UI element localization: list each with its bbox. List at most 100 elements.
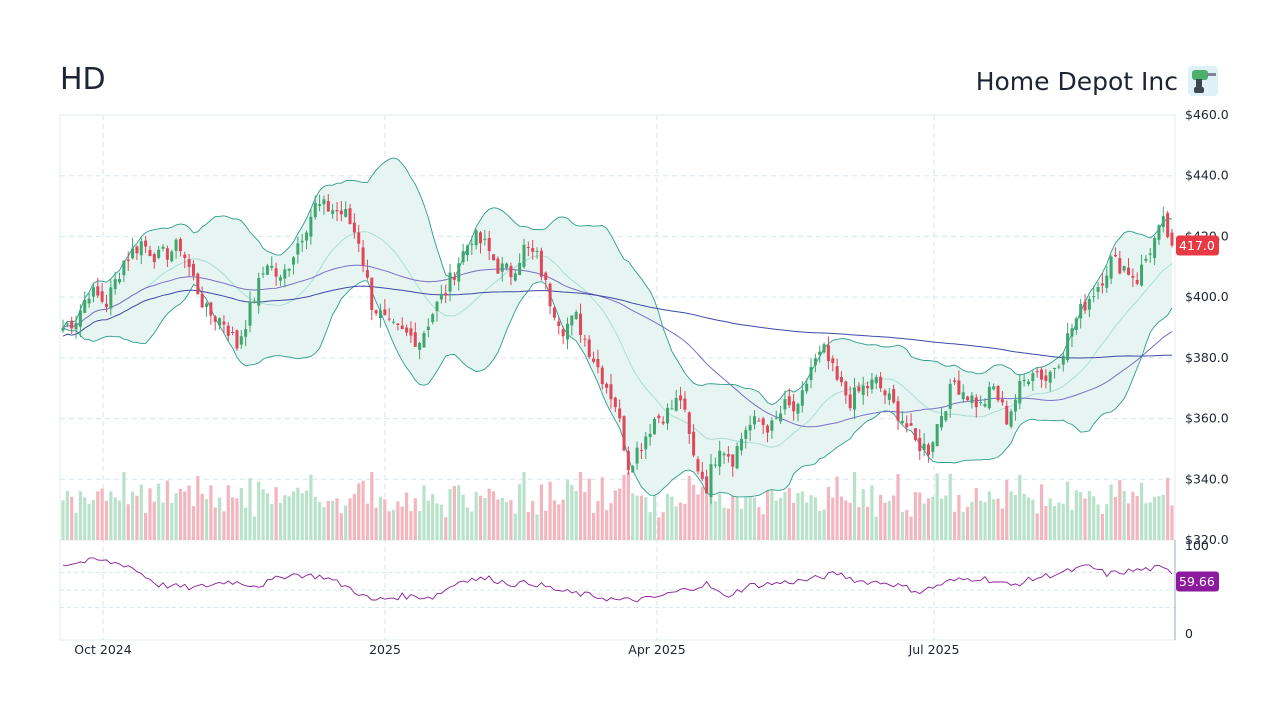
volume-bar [726,508,730,540]
volume-bar [765,489,770,540]
candle-body [248,301,252,326]
candle-body [1105,275,1109,288]
volume-bar [796,493,800,540]
volume-bar [961,512,965,540]
volume-bar [1105,504,1109,540]
candle-body [152,254,156,263]
volume-bar [239,488,243,540]
candle-body [661,421,665,424]
candle-body [196,273,200,295]
candle-body [126,259,130,261]
candle-body [244,329,248,337]
volume-bar [605,510,609,540]
volume-bar [87,503,91,540]
volume-bar [635,495,639,540]
volume-bar [1109,484,1113,540]
candle-body [574,312,578,319]
price-tick-label: $400.0 [1185,289,1229,304]
sma200-line [62,285,1172,359]
volume-bar [1000,508,1004,540]
volume-bar [557,504,561,540]
volume-bar [352,493,356,540]
volume-bar [452,486,457,540]
volume-bar [1044,506,1048,540]
candle-body [435,301,439,312]
candle-body [800,390,804,406]
x-tick-label: Apr 2025 [628,642,685,657]
volume-bar [91,500,96,540]
candle-body [961,392,965,400]
volume-bar [1153,496,1157,540]
volume-bar [491,491,496,540]
volume-bar [1022,493,1026,540]
volume-bar [757,507,761,540]
sma20-line [62,231,1173,448]
volume-bar [535,514,539,540]
candle-body [213,316,217,322]
volume-bar [196,475,200,540]
volume-bar [283,495,287,540]
candle-body [731,454,735,467]
volume-bar [696,494,700,540]
volume-bar [135,495,139,540]
candle-body [552,307,556,318]
volume-bar [265,493,270,540]
volume-bar [844,500,848,540]
candle-body [1157,225,1161,240]
candle-body [644,436,648,450]
candle-body [618,408,622,419]
candle-body [1022,379,1026,382]
volume-bar [752,497,757,540]
volume-bar [296,487,300,540]
candle-body [1100,283,1104,286]
volume-bar [161,502,165,540]
candle-body [239,336,243,345]
volume-bar [744,491,748,540]
candle-body [378,310,382,318]
volume-bar [626,472,630,540]
candle-body [692,431,696,456]
volume-bar [613,490,617,540]
volume-bar [565,480,570,540]
candle-body [818,351,822,355]
volume-bar [631,493,635,540]
volume-bar [1157,496,1161,540]
volume-bar [670,496,674,540]
candle-body [657,415,661,419]
candle-body [931,442,935,452]
candle-body [200,293,204,308]
candle-body [331,210,335,214]
candle-body [613,397,617,408]
volume-bar [874,516,878,540]
last-price-label: 417.0 [1179,238,1215,253]
volume-bar [1161,494,1165,540]
candle-body [118,279,122,283]
candle-body [409,328,413,336]
volume-bar [965,506,970,540]
price-tick-label: $320.0 [1185,532,1229,547]
volume-bar [487,488,491,540]
candle-body [857,386,861,392]
candle-body [970,395,974,403]
candle-body [522,244,526,267]
volume-bar [387,511,391,540]
rsi-value-label: 59.66 [1179,574,1215,589]
volume-bar [974,487,978,540]
candle-body [1057,366,1061,368]
volume-bar [1057,502,1061,540]
volume-bar [191,506,196,540]
candle-body [270,265,274,268]
candle-body [165,248,169,260]
volume-bar [609,503,613,540]
candle-body [1066,333,1070,361]
candle-body [505,263,509,268]
candle-body [679,395,683,401]
volume-bar [470,511,474,540]
candle-body [448,272,452,292]
candle-body [457,263,461,282]
volume-bar [287,496,291,540]
volume-bar [996,498,1000,540]
volume-bar [739,508,744,540]
candle-body [926,444,930,455]
volume-bar [331,500,335,540]
